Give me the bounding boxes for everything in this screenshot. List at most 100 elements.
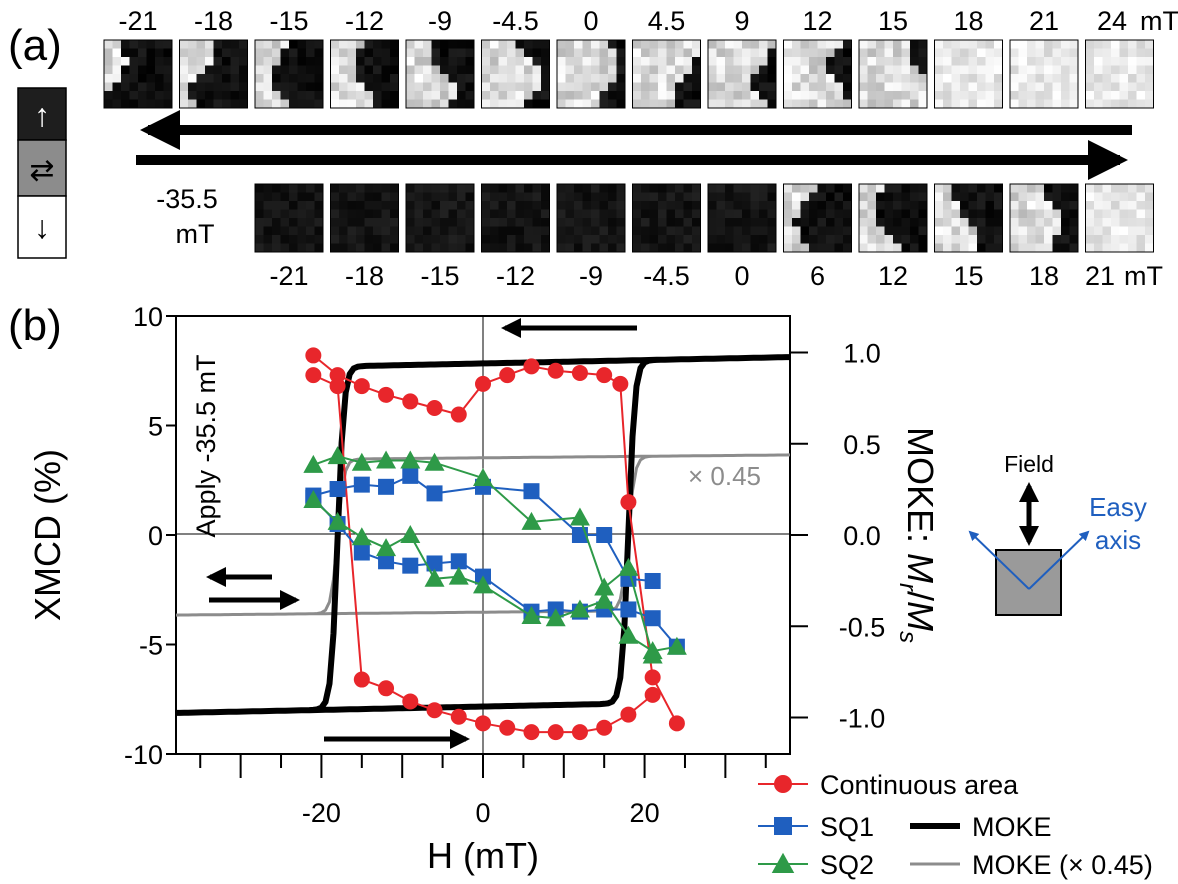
x-tick-label: 20: [630, 798, 660, 828]
data-point: [400, 525, 421, 543]
bottom-field-label: -9: [579, 261, 603, 291]
data-point: [499, 367, 516, 384]
data-point: [448, 566, 469, 585]
data-point: [668, 715, 685, 732]
apply-field-annotation: Apply -35.5 mT: [191, 354, 221, 537]
moke-loop: [176, 354, 790, 716]
data-point: [666, 636, 687, 655]
scale-factor-annotation: × 0.45: [688, 461, 761, 491]
top-field-label: 21: [1029, 6, 1059, 36]
data-point: [596, 527, 613, 543]
data-point: [596, 367, 613, 384]
data-point: [378, 386, 395, 403]
data-point: [475, 375, 491, 392]
y2-axis-symbol-1: M: [900, 553, 941, 583]
state-down-symbol: ↓: [34, 209, 50, 245]
data-point: [327, 511, 348, 530]
data-point: [774, 817, 792, 835]
top-image-tile: [783, 39, 852, 109]
data-point: [644, 572, 661, 589]
data-point: [523, 483, 540, 500]
data-point: [596, 719, 613, 736]
top-image-tile: [330, 39, 399, 109]
bottom-image-tile: [783, 183, 852, 253]
top-field-label: 15: [878, 6, 908, 36]
svg-text:MOKE: Mr/Ms: MOKE: Mr/Ms: [894, 427, 941, 643]
data-point: [353, 476, 370, 493]
y-tick-label: 10: [133, 302, 163, 332]
xmcd-series: [303, 347, 687, 741]
top-image-tile: [858, 39, 928, 109]
inset-axis-label: axis: [1095, 525, 1141, 555]
data-point: [303, 489, 324, 508]
legend-label: SQ1: [820, 812, 874, 842]
data-point: [353, 671, 370, 688]
x-tick-label: -20: [302, 798, 341, 828]
bottom-field-label: -12: [496, 261, 535, 291]
data-point: [329, 481, 346, 498]
legend-entry: MOKE (× 0.45): [910, 850, 1153, 880]
data-point: [351, 452, 372, 471]
data-point: [353, 378, 370, 395]
data-point: [644, 686, 661, 703]
series-continuous-area: [305, 347, 685, 741]
top-field-label: -12: [345, 6, 384, 36]
bottom-image-tile: [481, 183, 550, 253]
y2-tick-label: -0.5: [839, 612, 886, 642]
data-point: [642, 641, 663, 660]
data-point: [521, 511, 542, 530]
bottom-image-tile: [632, 183, 701, 253]
data-point: [618, 557, 639, 576]
bottom-image-tile: [330, 183, 399, 253]
series-sq2: [303, 446, 687, 664]
y-axis-title: XMCD (%): [27, 449, 68, 621]
panel-a-label: (a): [8, 21, 62, 70]
data-point: [620, 706, 637, 723]
data-point: [473, 468, 493, 487]
top-image-tile: [103, 39, 173, 109]
data-point: [473, 575, 493, 594]
legend-label: MOKE (× 0.45): [972, 850, 1153, 880]
y2-tick-label: 0.0: [843, 521, 881, 551]
data-point: [612, 375, 629, 392]
data-point: [521, 606, 542, 625]
y-tick-label: -10: [124, 740, 163, 770]
state-mixed-symbol: ⇄: [29, 154, 54, 187]
top-field-label: -9: [428, 6, 452, 36]
top-field-label: 4.5: [648, 6, 686, 36]
top-field-label: -15: [269, 6, 308, 36]
panel-b-label: (b): [8, 301, 62, 350]
legend-entry: MOKE: [910, 812, 1052, 842]
data-point: [450, 406, 467, 423]
y2-axis-prefix: MOKE:: [900, 427, 941, 553]
bottom-image-tile: [405, 183, 475, 253]
data-point: [424, 568, 445, 587]
bottom-field-label: 21: [1085, 261, 1115, 291]
moke-scaled-loop: [176, 453, 790, 617]
data-point: [545, 608, 566, 627]
data-point: [620, 601, 637, 618]
data-point: [450, 553, 467, 570]
data-point: [402, 693, 419, 710]
y2-tick-label: 1.0: [843, 339, 881, 369]
data-point: [426, 555, 443, 572]
data-point: [376, 538, 397, 557]
axes: -20 0 20 -10 -5 0 5 10 1.0 0.5 0.0 -0.5 -1.0: [124, 302, 885, 828]
data-point: [327, 446, 348, 465]
legend-label: MOKE: [972, 812, 1052, 842]
top-field-label: 12: [802, 6, 832, 36]
data-point: [305, 347, 322, 364]
y2-tick-label: -1.0: [839, 704, 886, 734]
bottom-field-label: 12: [878, 261, 908, 291]
y2-axis-sub-2: s: [894, 631, 921, 643]
state-up-symbol: ↑: [34, 97, 50, 133]
bottom-image-tile: [556, 183, 626, 253]
y2-axis-separator: /: [900, 591, 941, 601]
bottom-field-label: -18: [345, 261, 384, 291]
data-point: [499, 719, 516, 736]
y-tick-label: 0: [148, 521, 163, 551]
top-field-label: -21: [118, 6, 157, 36]
top-image-tile: [1009, 39, 1079, 109]
bottom-field-unit: mT: [1124, 261, 1163, 291]
start-field-unit: mT: [176, 219, 215, 249]
